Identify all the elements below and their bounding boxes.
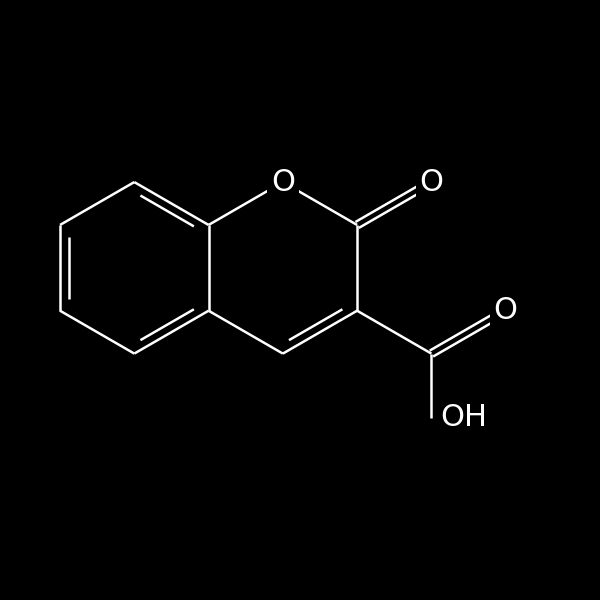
Text: O: O xyxy=(494,296,518,325)
Text: OH: OH xyxy=(440,403,487,433)
Text: O: O xyxy=(419,167,443,197)
Text: O: O xyxy=(271,167,295,197)
